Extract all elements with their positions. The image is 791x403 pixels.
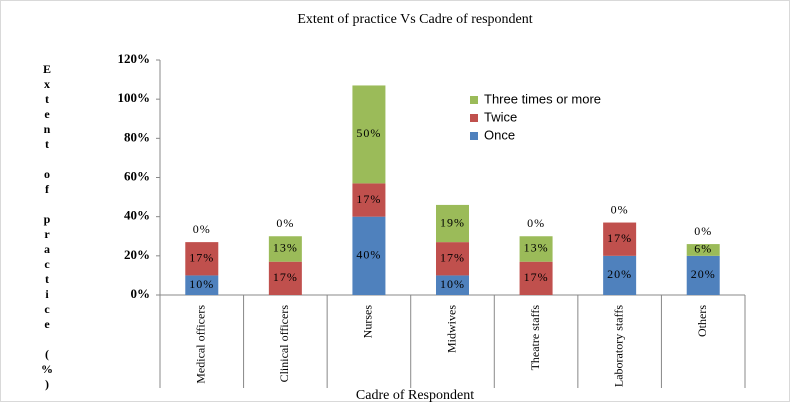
x-tick-label: Nurses <box>361 305 375 339</box>
bar-segment <box>185 242 219 276</box>
y-tick-label: 20% <box>124 247 150 262</box>
legend-label: Twice <box>484 109 517 124</box>
bar-segment <box>603 222 637 256</box>
y-tick-label: 0% <box>131 286 151 301</box>
data-label: 17% <box>273 270 298 284</box>
data-label: 0% <box>193 222 211 236</box>
data-label: 0% <box>694 224 712 238</box>
data-label: 19% <box>440 215 465 229</box>
x-axis-title: Cadre of Respondent <box>356 388 474 403</box>
legend-label: Once <box>484 127 515 142</box>
data-label: 0% <box>276 216 294 230</box>
legend-swatch <box>470 96 478 104</box>
bar-segment <box>436 275 469 295</box>
data-label: 0% <box>527 216 545 230</box>
data-label: 10% <box>189 277 214 291</box>
bar-segment <box>352 183 386 217</box>
bar-segment <box>519 236 553 262</box>
y-tick-label: 80% <box>124 129 150 144</box>
x-tick-label: Clinical officers <box>277 305 291 383</box>
bar-segment <box>352 85 386 184</box>
data-label: 50% <box>356 126 381 140</box>
x-tick-label: Medical officers <box>194 305 208 384</box>
data-label: 13% <box>524 241 549 255</box>
y-tick-label: 40% <box>124 208 150 223</box>
x-tick-label: Others <box>695 305 709 337</box>
bar-segment <box>185 275 219 295</box>
data-label: 17% <box>524 270 549 284</box>
legend-label: Three times or more <box>484 91 601 106</box>
data-label: 6% <box>694 242 712 256</box>
chart-title: Extent of practice Vs Cadre of responden… <box>297 12 532 27</box>
data-label: 10% <box>440 277 465 291</box>
bar-segment <box>686 244 720 256</box>
data-label: 13% <box>273 241 298 255</box>
data-label: 17% <box>356 192 381 206</box>
x-tick-label: Midwives <box>444 305 458 353</box>
bar-segment <box>603 255 637 295</box>
bar-segment <box>268 261 302 295</box>
data-label: 20% <box>691 267 716 281</box>
data-label: 17% <box>440 251 465 265</box>
y-tick-label: 60% <box>124 168 150 183</box>
data-label: 40% <box>356 248 381 262</box>
legend-swatch <box>470 132 478 140</box>
data-label: 0% <box>611 202 629 216</box>
bar-segment <box>352 216 386 295</box>
y-axis-title: Extent of practice (%) <box>40 62 54 392</box>
bar-segment <box>519 261 553 295</box>
data-label: 17% <box>607 231 632 245</box>
y-tick-label: 120% <box>118 51 151 66</box>
x-tick-label: Laboratory staffs <box>611 305 625 387</box>
bar-segment <box>436 204 469 243</box>
data-label: 20% <box>607 267 632 281</box>
data-label: 17% <box>189 251 214 265</box>
legend-swatch <box>470 114 478 122</box>
bar-segment <box>436 242 469 276</box>
y-tick-label: 100% <box>118 90 151 105</box>
bar-segment <box>268 236 302 262</box>
bar-segment <box>686 255 720 295</box>
x-tick-label: Theatre staffs <box>528 305 542 371</box>
